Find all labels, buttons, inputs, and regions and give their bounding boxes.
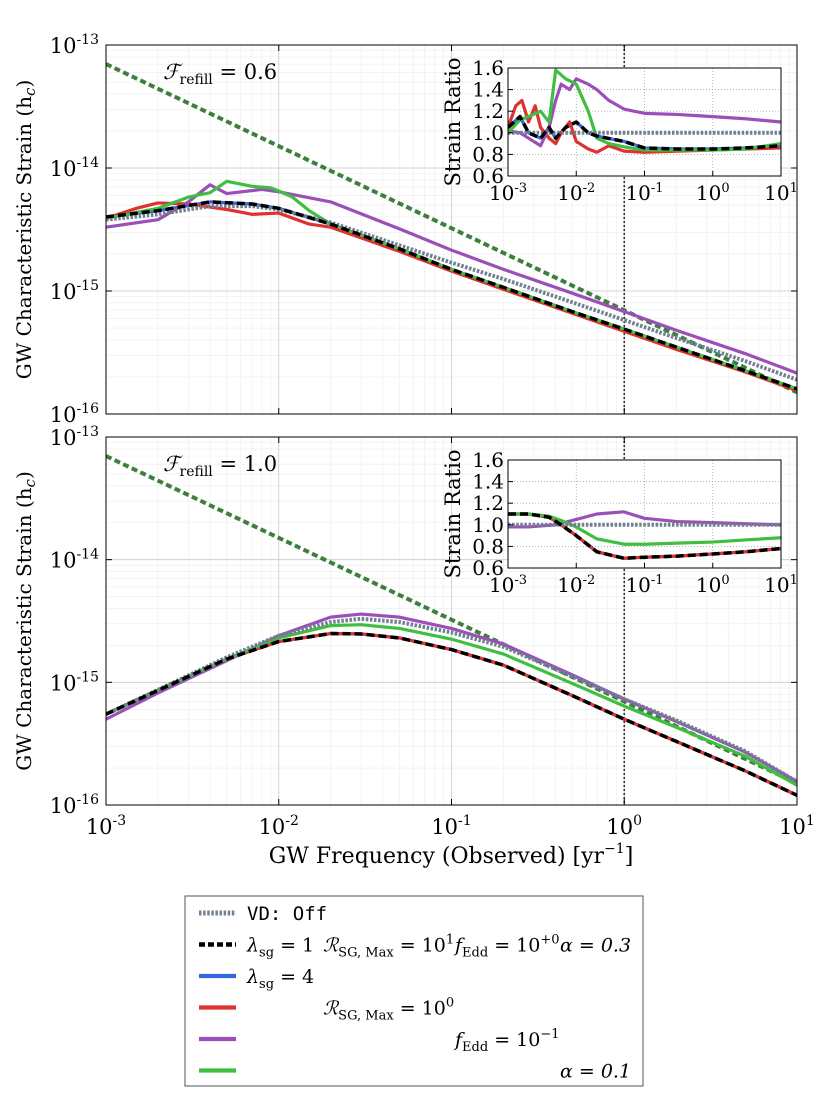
inset-x-tick-label: 101 — [764, 181, 798, 205]
legend-fedd-base: fEdd = 10+0 — [453, 933, 560, 961]
x-tick-label: 100 — [606, 813, 642, 839]
legend-rsg-r0: ℛSG, Max = 100 — [323, 996, 454, 1024]
y-axis-label: GW Characteristic Strain (hc) — [12, 80, 39, 380]
inset-y-tick-label: 0.6 — [472, 556, 504, 580]
inset-y-tick-label: 1.6 — [472, 56, 504, 80]
x-tick-label: 101 — [779, 813, 815, 839]
inset-y-axis-label: Strain Ratio — [441, 58, 465, 187]
series-line-3 — [106, 201, 797, 393]
x-tick-label: 10-3 — [86, 813, 126, 839]
y-tick-label: 10-16 — [50, 401, 99, 427]
inset-y-tick-label: 1.0 — [472, 121, 504, 145]
inset-series-line-1 — [508, 114, 781, 151]
inset-series-group — [508, 510, 781, 561]
x-tick-label: 10-1 — [431, 813, 471, 839]
inset-x-tick-label: 10-2 — [557, 181, 595, 205]
inset-series-group — [508, 68, 781, 154]
inset-x-tick-label: 10-2 — [557, 573, 595, 597]
inset-x-tick-label: 100 — [696, 573, 730, 597]
inset-y-tick-label: 1.0 — [472, 513, 504, 537]
panel-top: 10-16 10-15 10-14 10-13 GW Characteristic St… — [12, 32, 798, 427]
x-axis-label: GW Frequency (Observed) [yr−1] — [269, 841, 634, 869]
y-tick-label: 10-15 — [50, 669, 99, 695]
panel-bottom: 10-3 10-2 10-1 100 101 10-16 10-15 10-14 10-13 GW… — [12, 424, 815, 839]
y-axis-label: GW Characteristic Strain (hc) — [12, 471, 39, 771]
y-tick-label: 10-13 — [50, 32, 99, 58]
inset-1: 0.60.81.01.21.41.6 10-3 10-2 10-1 100 101 Stra… — [441, 448, 798, 597]
legend-alpha-base: α = 0.3 — [560, 935, 631, 957]
y-tick-label: 10-15 — [50, 278, 99, 304]
legend-lambda-base: λsg = 1 — [246, 935, 314, 961]
inset-y-tick-label: 1.6 — [472, 448, 504, 472]
x-tick-label: 10-2 — [259, 813, 299, 839]
inset-x-tick-label: 10-3 — [489, 181, 527, 205]
inset-x-tick-label: 10-1 — [625, 573, 663, 597]
series-line-5 — [106, 623, 797, 787]
inset-y-tick-label: 0.8 — [472, 142, 504, 166]
inset-x-tick-label: 10-1 — [625, 181, 663, 205]
legend-box — [184, 895, 644, 1087]
inset-y-tick-label: 0.8 — [472, 534, 504, 558]
series-group — [106, 454, 797, 797]
y-tick-label: 10-14 — [50, 547, 99, 573]
y-tick-label: 10-13 — [50, 424, 99, 450]
inset-x-tick-label: 100 — [696, 181, 730, 205]
panel-annotation: ℱrefill = 0.6 — [163, 60, 277, 88]
y-tick-label: 10-14 — [50, 155, 99, 181]
inset-y-tick-label: 1.2 — [472, 491, 504, 515]
legend-lambda-lam4: λsg = 4 — [246, 966, 314, 992]
inset-y-tick-label: 1.2 — [472, 99, 504, 123]
inset-series-line-4 — [508, 77, 781, 148]
inset-0: 0.60.81.01.21.41.6 10-3 10-2 10-1 100 101 Stra… — [441, 56, 798, 205]
y-tick-label: 10-16 — [50, 792, 99, 818]
sensitivity-line — [106, 62, 797, 395]
inset-y-axis-label: Strain Ratio — [441, 450, 465, 579]
inset-y-tick-label: 1.4 — [472, 78, 504, 102]
legend-alpha-alpha: α = 0.1 — [560, 1061, 631, 1083]
inset-y-tick-label: 1.4 — [472, 470, 504, 494]
inset-x-tick-label: 10-3 — [489, 573, 527, 597]
legend-fedd-fedd: fEdd = 10−1 — [453, 1027, 560, 1055]
legend-rsg-base: ℛSG, Max = 101 — [323, 933, 454, 961]
series-line-1 — [106, 200, 797, 391]
inset-y-tick-label: 0.6 — [472, 164, 504, 188]
series-group — [106, 62, 797, 395]
series-line-0 — [106, 204, 797, 382]
inset-series-line-1 — [508, 512, 781, 561]
inset-x-tick-label: 101 — [764, 573, 798, 597]
legend-label-vd-off: VD: Off — [247, 903, 327, 925]
panel-annotation: ℱrefill = 1.0 — [163, 452, 277, 480]
